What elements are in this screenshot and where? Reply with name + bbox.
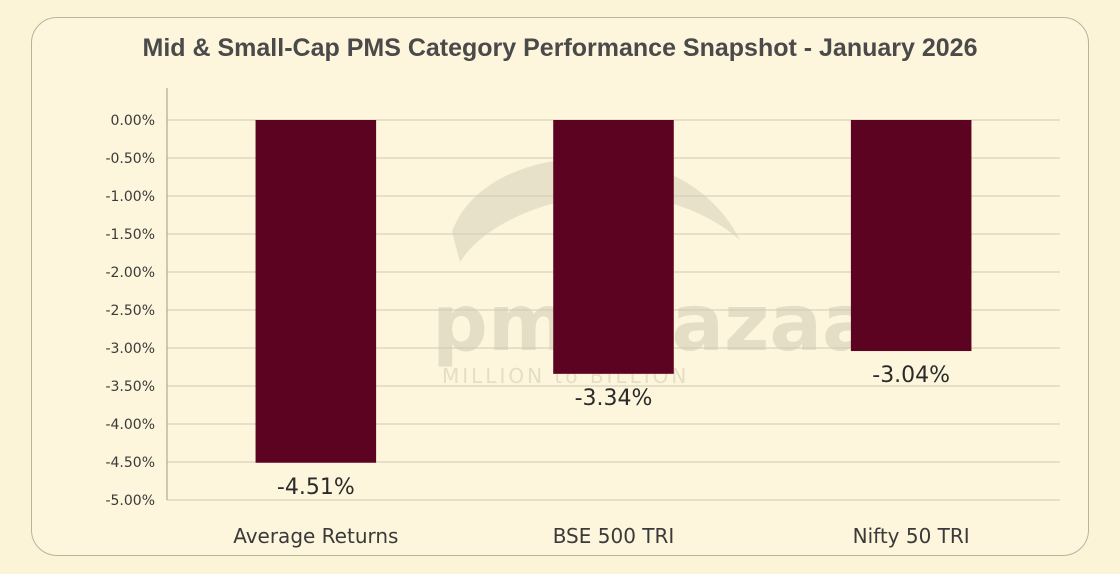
x-tick-label: Nifty 50 TRI (853, 524, 970, 548)
data-label: -3.04% (872, 363, 950, 388)
bars (255, 120, 972, 463)
bar-3 (850, 120, 972, 352)
y-tick-label: -4.50% (105, 455, 155, 471)
y-tick-label: -5.00% (105, 493, 155, 509)
y-tick-label: 0.00% (111, 113, 155, 129)
y-tick-label: -4.00% (105, 417, 155, 433)
data-label: -4.51% (277, 475, 355, 500)
x-tick-label: Average Returns (233, 524, 398, 548)
y-tick-label: -2.00% (105, 265, 155, 281)
y-axis-ticks: 0.00% -0.50% -1.00% -1.50% -2.00% -2.50% -3.00… (105, 113, 155, 509)
chart-title: Mid & Small-Cap PMS Category Performance… (143, 34, 978, 62)
bar-2 (553, 120, 674, 374)
x-tick-label: BSE 500 TRI (553, 524, 675, 548)
y-tick-label: -3.00% (105, 341, 155, 357)
y-tick-label: -1.00% (105, 189, 155, 205)
y-tick-label: -1.50% (105, 227, 155, 243)
y-tick-label: -3.50% (105, 379, 155, 395)
bar-1 (255, 120, 377, 463)
data-labels: -4.51% -3.34% -3.04% (277, 363, 950, 500)
y-tick-label: -2.50% (105, 303, 155, 319)
y-tick-label: -0.50% (105, 151, 155, 167)
x-axis-ticks: Average Returns BSE 500 TRI Nifty 50 TRI (233, 524, 970, 548)
data-label: -3.34% (575, 386, 653, 411)
